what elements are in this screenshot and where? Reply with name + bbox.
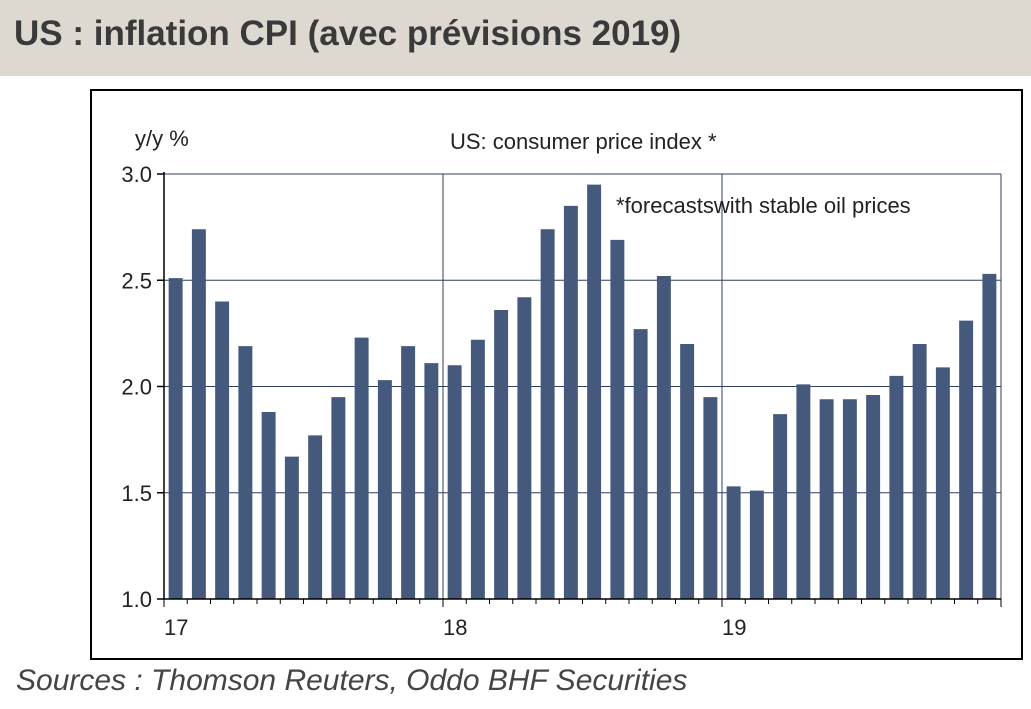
x-tick-label: 17: [164, 615, 188, 640]
bar: [610, 239, 625, 599]
bar: [563, 205, 578, 599]
bar: [447, 365, 462, 599]
chart-frame: 3.0 2.5 2.0 1.5 1.0 17 18 19 y/y % US: consumer…: [90, 89, 1023, 660]
bar: [168, 278, 183, 599]
bar: [238, 346, 253, 599]
bar-series: [168, 184, 997, 599]
source-note: Sources : Thomson Reuters, Oddo BHF Secu…: [16, 664, 688, 697]
bar: [982, 273, 997, 599]
bar: [842, 399, 857, 599]
bar: [470, 339, 485, 599]
bar: [494, 310, 509, 599]
header-bar: US : inflation CPI (avec prévisions 2019…: [0, 0, 1031, 76]
bar: [633, 329, 648, 599]
y-tick-label: 3.0: [121, 162, 152, 187]
page-title: US : inflation CPI (avec prévisions 2019…: [14, 14, 682, 53]
chart-annotation: *forecastswith stable oil prices: [616, 193, 911, 218]
bar: [749, 490, 764, 599]
bar: [215, 301, 230, 599]
bar: [354, 337, 369, 599]
bar: [587, 184, 602, 599]
bar: [935, 367, 950, 599]
bar: [796, 384, 811, 599]
axes: 3.0 2.5 2.0 1.5 1.0 17 18 19: [121, 162, 1002, 640]
bar: [424, 363, 439, 599]
bar: [866, 395, 881, 599]
bar: [912, 344, 927, 599]
bar: [540, 229, 555, 599]
y-tick-label: 2.0: [121, 375, 152, 400]
bar: [331, 397, 346, 599]
bar: [284, 456, 299, 599]
bar: [191, 229, 206, 599]
bar: [261, 412, 276, 599]
cpi-bar-chart: 3.0 2.5 2.0 1.5 1.0 17 18 19 y/y % US: consumer…: [121, 126, 1002, 640]
y-tick-label: 1.5: [121, 481, 152, 506]
chart-title: US: consumer price index *: [450, 129, 717, 154]
bar: [377, 380, 392, 599]
bar: [656, 276, 671, 599]
bar: [680, 344, 695, 599]
bar: [401, 346, 416, 599]
x-tick-label: 18: [443, 615, 467, 640]
bar: [819, 399, 834, 599]
bar: [703, 397, 718, 599]
y-axis-label: y/y %: [135, 126, 189, 151]
bar: [959, 320, 974, 599]
bar: [517, 297, 532, 599]
y-tick-label: 1.0: [121, 587, 152, 612]
y-tick-label: 2.5: [121, 268, 152, 293]
x-tick-label: 19: [722, 615, 746, 640]
bar: [773, 414, 788, 599]
bar: [726, 486, 741, 599]
grid-lines: [164, 173, 1002, 599]
bar: [889, 375, 904, 599]
bar: [308, 435, 323, 599]
